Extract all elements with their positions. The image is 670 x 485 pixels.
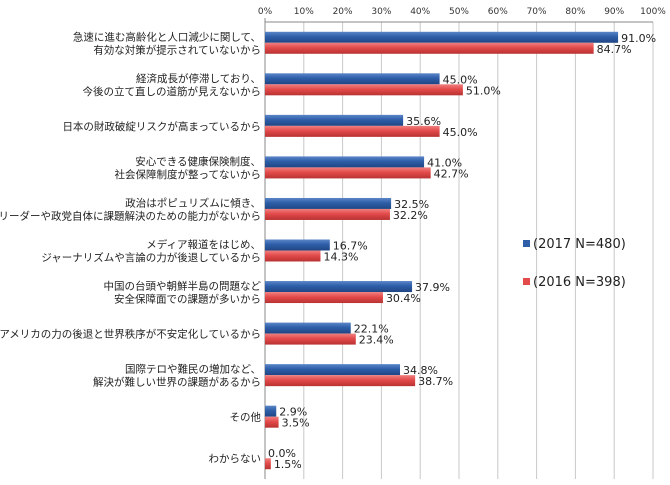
bar-2017	[265, 239, 330, 251]
bar-2016	[265, 167, 431, 179]
category-label: 政治リーダーや政党自体に課題解決のための能力がないから	[0, 209, 261, 222]
data-label: 16.7%	[333, 240, 368, 253]
x-tick-label: 50%	[449, 7, 469, 17]
data-label: 84.7%	[597, 43, 632, 56]
data-label: 0.0%	[268, 447, 296, 460]
data-label: 32.5%	[394, 198, 429, 211]
bar-2016	[265, 333, 356, 345]
x-tick-label: 30%	[371, 7, 391, 17]
bar-2016	[265, 208, 390, 220]
x-tick-label: 0%	[258, 7, 273, 17]
bar-2016	[265, 458, 271, 470]
data-label: 45.0%	[443, 73, 478, 86]
bar-2017	[265, 156, 425, 168]
data-label: 37.9%	[415, 281, 450, 294]
data-label: 35.6%	[406, 115, 441, 128]
bar-2017	[265, 114, 404, 126]
category-label: 安心できる健康保険制度、	[135, 155, 261, 168]
data-label: 51.0%	[466, 84, 501, 97]
data-label: 30.4%	[386, 292, 421, 305]
data-label: 91.0%	[621, 32, 656, 45]
x-tick-label: 80%	[565, 7, 585, 17]
category-label: 解決が難しい世界の課題があるから	[93, 376, 261, 389]
bar-2017	[265, 197, 392, 209]
data-label: 41.0%	[427, 156, 462, 169]
category-label: 安全保障面での課題が多いから	[114, 293, 261, 306]
x-tick-label: 70%	[527, 7, 547, 17]
bar-2016	[265, 250, 321, 262]
category-label: 今後の立て直しの道筋が見えないから	[83, 85, 262, 98]
data-label: 1.5%	[274, 458, 302, 471]
bar-2017	[265, 281, 413, 293]
data-label: 38.7%	[418, 375, 453, 388]
category-label: ジャーナリズムや言論の力が後退しているから	[41, 251, 261, 264]
x-tick-label: 40%	[410, 7, 430, 17]
data-label: 14.3%	[323, 251, 358, 264]
category-label: 経済成長が停滞しており、	[136, 72, 261, 85]
bar-2017	[265, 322, 351, 334]
legend-label: (2017 N=480)	[533, 237, 626, 252]
legend-swatch-2017	[523, 240, 530, 247]
gridlines	[303, 22, 654, 479]
bar-2016	[265, 292, 383, 304]
category-label: 中国の台頭や朝鮮半島の問題など	[104, 280, 262, 293]
data-label: 23.4%	[359, 334, 394, 347]
category-label: メディア報道をはじめ、	[146, 238, 261, 251]
bar-2016	[265, 84, 463, 96]
data-label: 22.1%	[354, 323, 389, 336]
bar-2017	[265, 405, 277, 417]
x-tick-label: 20%	[333, 7, 353, 17]
legend: (2017 N=480) (2016 N=398)	[523, 237, 626, 290]
bar-2016	[265, 42, 594, 54]
bar-2016	[265, 375, 416, 387]
x-tick-label: 90%	[604, 7, 624, 17]
category-labels: 急速に進む高齢化と人口減少に関して、有効な対策が提示されていないから経済成長が停…	[0, 30, 261, 465]
legend-swatch-2016	[523, 278, 530, 285]
bar-2017	[265, 73, 440, 85]
bar-2017	[265, 31, 619, 43]
category-label: わからない	[209, 453, 262, 465]
legend-label: (2016 N=398)	[533, 275, 626, 290]
x-tick-label: 10%	[294, 7, 314, 17]
category-label: その他	[230, 411, 262, 424]
data-label: 2.9%	[279, 406, 307, 419]
x-tick-labels: 0% 10% 20% 30% 40% 50% 60% 70% 80% 90% 100%	[258, 7, 666, 17]
data-label: 42.7%	[434, 167, 469, 180]
category-label: 日本の財政破綻リスクが高まっているから	[62, 120, 261, 133]
category-label: アメリカの力の後退と世界秩序が不安定化しているから	[0, 328, 261, 341]
x-tick-label: 100%	[640, 7, 666, 17]
category-label: 社会保障制度が整ってないから	[115, 168, 261, 181]
bar-2016	[265, 416, 279, 428]
category-label: 政治はポピュリズムに傾き、	[125, 196, 261, 209]
category-label: 急速に進む高齢化と人口減少に関して、	[73, 30, 261, 43]
x-tick-label: 60%	[488, 7, 508, 17]
data-label: 45.0%	[443, 126, 478, 139]
bar-2017	[265, 364, 401, 376]
bars	[265, 31, 619, 470]
bar-2016	[265, 125, 440, 137]
category-label: 有効な対策が提示されていないから	[93, 43, 261, 56]
data-label: 32.2%	[393, 209, 428, 222]
value-labels: 91.0%84.7%45.0%51.0%35.6%45.0%41.0%42.7%…	[268, 32, 656, 471]
data-label: 3.5%	[282, 417, 310, 430]
category-label: 国際テロや難民の増加など、	[125, 363, 261, 376]
data-label: 34.8%	[403, 364, 438, 377]
